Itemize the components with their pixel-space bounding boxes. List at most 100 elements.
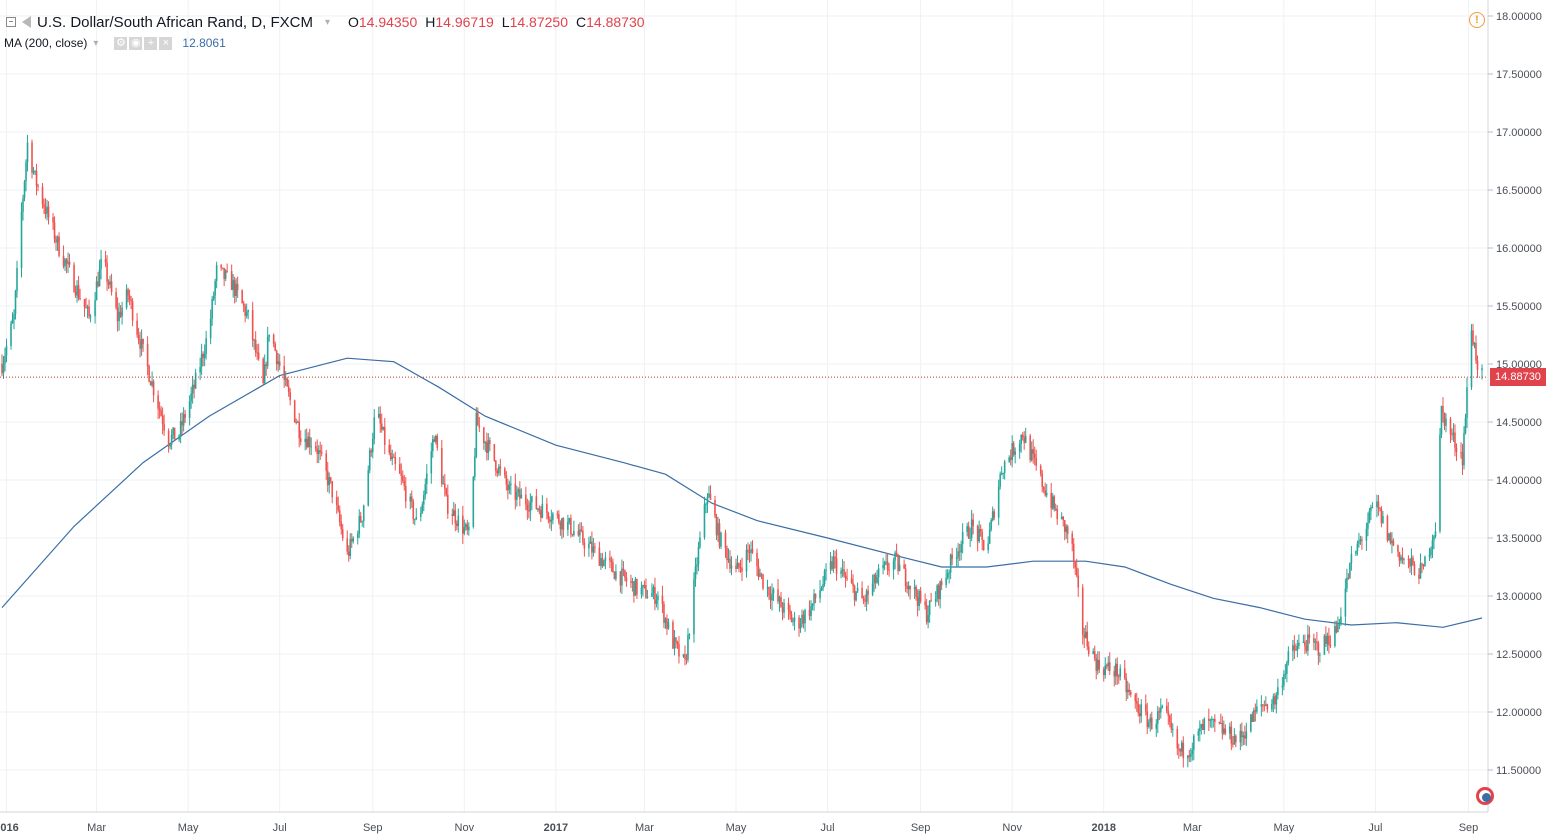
candle-body [604,557,607,561]
ma-chevron-down-icon[interactable]: ▾ [93,37,99,49]
candle-body [538,508,541,511]
candle-body [622,568,625,571]
candle-body [957,551,959,558]
candle-body [1208,718,1210,721]
candle-body [1041,473,1044,487]
hide-icon[interactable]: ◉ [129,36,143,50]
candle-body [116,307,119,322]
candle-body [486,442,488,454]
candle-body [1403,558,1405,560]
candle-body [1260,704,1263,707]
price-axis[interactable]: 18.00000 17.50000 17.00000 16.50000 16.00000… [1488,11,1542,777]
candle-body [1035,458,1037,466]
candle-body [927,615,929,623]
ma-label[interactable]: MA (200, close) [4,36,88,50]
symbol-title[interactable]: U.S. Dollar/South African Rand, D, FXCM [37,13,313,31]
x-tick-label: Mar [1183,822,1202,834]
candle-body [398,464,401,474]
candle-body [844,575,847,579]
add-icon[interactable]: + [144,36,158,50]
candle-body [864,600,866,602]
candle-body [1346,577,1348,589]
candle-body [1081,587,1084,635]
candle-body [1451,434,1453,436]
candle-body [1367,522,1369,529]
candle-body [498,466,500,474]
candle-body [307,436,310,448]
candle-body [1212,718,1215,720]
chevron-down-icon[interactable]: ▾ [324,16,330,28]
candle-body [73,264,75,292]
candle-body [1296,645,1299,651]
time-axis[interactable]: 2016 Mar May Jul Sep Nov 2017 Mar May Jul Sep Nov 20… [0,822,1478,834]
candle-body [741,567,743,572]
candle-body [68,261,71,265]
candle-body [329,477,332,482]
candle-body [714,500,716,517]
candle-body [107,281,110,285]
candle-body [549,519,551,522]
candle-body [1146,711,1149,727]
alert-icon[interactable]: ! [1469,12,1485,28]
candle-body [1051,496,1054,509]
candle-body [1281,685,1284,688]
y-tick-label: 15.00000 [1496,359,1542,371]
candle-body [200,353,203,367]
candle-body [624,570,626,578]
candle-body [382,426,385,430]
candle-body [121,307,123,317]
close-icon[interactable]: × [159,36,173,50]
candle-body [667,622,670,629]
flag-icon[interactable] [22,16,31,28]
candle-body [1418,574,1420,579]
candle-body [299,438,302,443]
symbol-legend: U.S. Dollar/South African Rand, D, FXCM … [0,12,645,32]
candle-body [1182,742,1185,759]
candle-body [1223,728,1225,734]
candle-body [694,566,697,580]
candle-body [843,569,845,576]
candle-body [693,579,695,635]
candle-body [221,267,224,269]
candle-body [1358,541,1360,544]
collapse-icon[interactable] [6,17,16,27]
candle-body [1011,443,1013,460]
candle-body [383,426,386,445]
candle-body [1392,540,1395,546]
candle-body [937,585,940,600]
candle-body [885,561,887,563]
candle-body [726,548,728,561]
candle-body [1430,549,1432,555]
candle-body [571,534,574,536]
candle-body [999,474,1001,487]
candle-body [209,318,212,339]
candle-body [886,561,889,570]
candle-body [55,239,57,243]
candle-body [768,587,770,596]
candle-body [729,558,731,569]
candle-body [1308,634,1311,639]
candle-body [340,522,343,530]
candle-body [278,361,281,366]
candle-body [1344,588,1347,617]
candle-body [356,534,359,538]
candle-body [1302,641,1305,643]
candle-body [1140,704,1143,717]
candle-body [684,654,686,659]
candle-body [861,588,863,599]
open-label: O [347,14,359,30]
candle-body [801,614,803,625]
candle-body [787,602,790,610]
low-value: 14.87250 [509,14,568,30]
candle-body [915,586,917,597]
logo-icon[interactable] [1476,787,1494,805]
candle-body [850,578,853,584]
candle-body [25,162,27,182]
candle-body [118,311,120,322]
candle-body [949,554,952,573]
candle-body [373,417,376,440]
settings-icon[interactable]: ⚙ [114,36,128,50]
candle-body [1134,694,1137,702]
candle-body [277,361,279,365]
